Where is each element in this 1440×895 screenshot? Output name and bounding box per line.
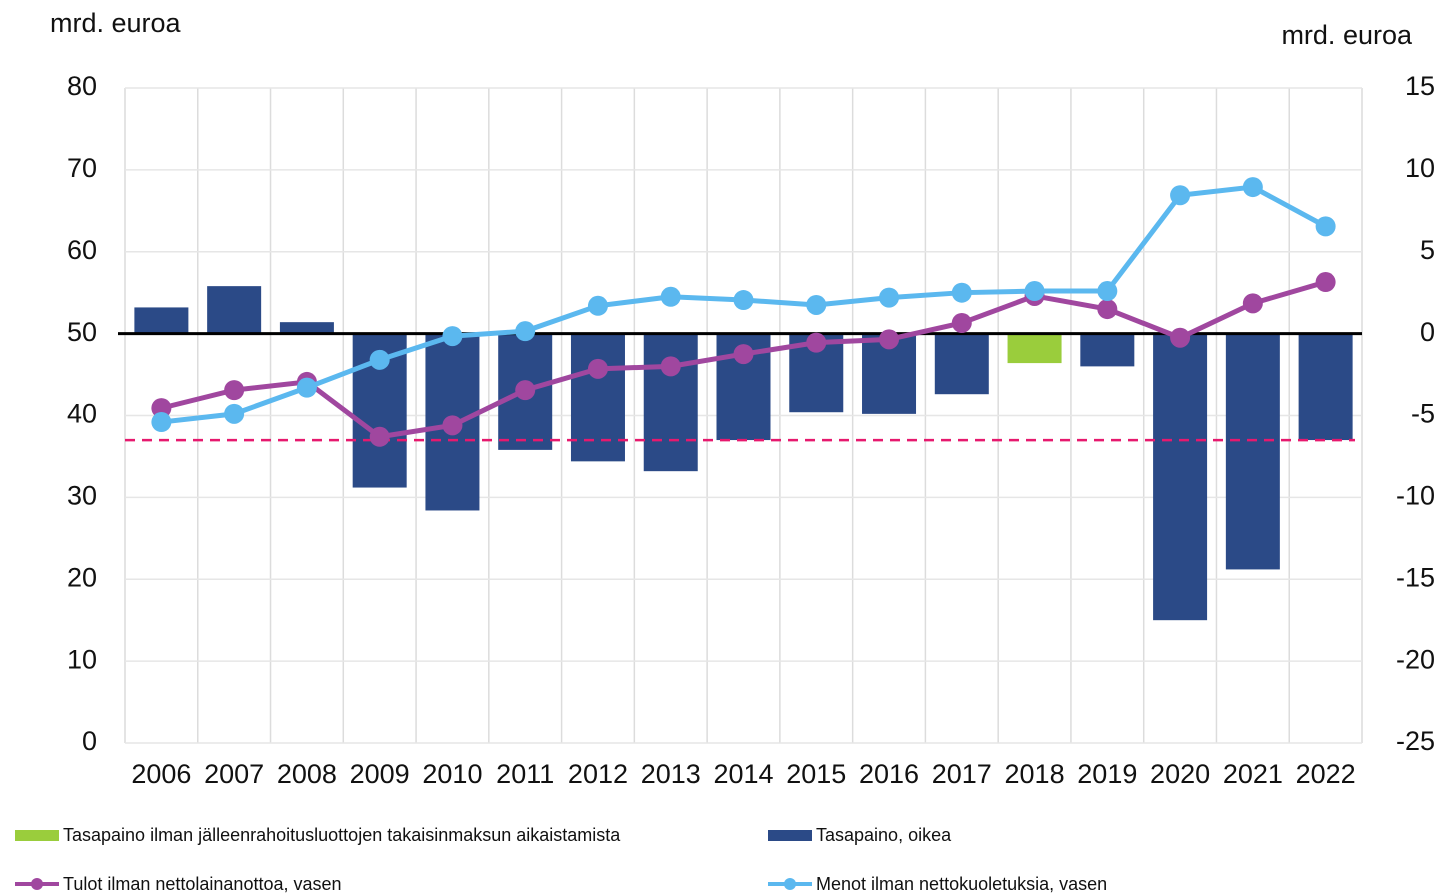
marker: [224, 380, 245, 401]
marker: [151, 398, 172, 419]
y2-tick-label: -5: [1411, 399, 1435, 429]
x-tick-label: 2008: [277, 759, 337, 789]
bar: [1007, 333, 1062, 364]
x-tick-label: 2021: [1223, 759, 1283, 789]
x-tick-label: 2017: [932, 759, 992, 789]
bar: [207, 286, 262, 334]
x-tick-label: 2011: [496, 759, 554, 789]
y-tick-label: 10: [67, 644, 97, 674]
marker: [660, 286, 681, 307]
y2-tick-label: -10: [1396, 481, 1435, 511]
marker: [733, 344, 754, 365]
marker: [1170, 185, 1191, 206]
marker: [1024, 281, 1045, 302]
bar: [570, 333, 625, 462]
x-tick-label: 2016: [859, 759, 919, 789]
marker: [224, 403, 245, 424]
x-tick-label: 2007: [204, 759, 264, 789]
y-tick-label: 80: [67, 71, 97, 101]
marker: [1097, 281, 1118, 302]
y-tick-label: 20: [67, 562, 97, 592]
y2-tick-label: 10: [1405, 153, 1435, 183]
legend-label: Tasapaino, oikea: [816, 825, 952, 845]
marker: [1315, 216, 1336, 237]
x-tick-label: 2006: [131, 759, 191, 789]
y2-tick-label: -15: [1396, 562, 1435, 592]
marker: [660, 356, 681, 377]
bar: [1225, 333, 1280, 570]
x-tick-label: 2018: [1005, 759, 1065, 789]
y2-tick-label: 0: [1420, 317, 1435, 347]
bar: [643, 333, 698, 472]
y-tick-label: 60: [67, 235, 97, 265]
x-tick-label: 2014: [713, 759, 773, 789]
marker: [1315, 272, 1336, 293]
x-tick-label: 2015: [786, 759, 846, 789]
bar: [1298, 333, 1353, 441]
y2-axis-label: mrd. euroa: [1281, 20, 1413, 50]
y-tick-label: 30: [67, 481, 97, 511]
marker: [442, 415, 463, 436]
legend-swatch: [15, 830, 59, 841]
legend-marker: [31, 878, 43, 890]
legend-label: Tulot ilman nettolainanottoa, vasen: [63, 874, 342, 894]
marker: [879, 287, 900, 308]
marker: [151, 412, 172, 433]
marker: [806, 294, 827, 315]
x-tick-label: 2020: [1150, 759, 1210, 789]
marker: [1097, 299, 1118, 320]
marker: [733, 290, 754, 311]
x-tick-label: 2022: [1296, 759, 1356, 789]
y-tick-label: 50: [67, 317, 97, 347]
y-tick-label: 40: [67, 399, 97, 429]
bar: [279, 322, 334, 334]
x-tick-label: 2012: [568, 759, 628, 789]
bar: [1080, 333, 1135, 367]
legend-label: Menot ilman nettokuoletuksia, vasen: [816, 874, 1107, 894]
marker: [587, 295, 608, 316]
bar: [934, 333, 989, 395]
marker: [369, 349, 390, 370]
bar: [134, 307, 189, 334]
marker: [879, 329, 900, 350]
legend-label: Tasapaino ilman jälleenrahoitusluottojen…: [63, 825, 621, 845]
marker: [1242, 293, 1263, 314]
legend-marker: [784, 878, 796, 890]
y2-tick-label: 5: [1420, 235, 1435, 265]
marker: [587, 358, 608, 379]
marker: [951, 282, 972, 303]
y2-tick-label: -25: [1396, 726, 1435, 756]
marker: [951, 312, 972, 333]
marker: [1242, 177, 1263, 198]
x-tick-label: 2019: [1077, 759, 1137, 789]
y-tick-label: 70: [67, 153, 97, 183]
y-tick-label: 0: [82, 726, 97, 756]
y-axis-label: mrd. euroa: [50, 8, 182, 38]
bar: [1153, 333, 1208, 621]
marker: [806, 332, 827, 353]
marker: [369, 426, 390, 447]
x-tick-label: 2009: [350, 759, 410, 789]
y2-tick-label: -20: [1396, 644, 1435, 674]
x-tick-label: 2010: [422, 759, 482, 789]
marker: [296, 377, 317, 398]
marker: [515, 380, 536, 401]
x-tick-label: 2013: [641, 759, 701, 789]
marker: [1170, 327, 1191, 348]
marker: [442, 326, 463, 347]
y2-tick-label: 15: [1405, 71, 1435, 101]
marker: [515, 321, 536, 342]
legend-swatch: [768, 830, 812, 841]
